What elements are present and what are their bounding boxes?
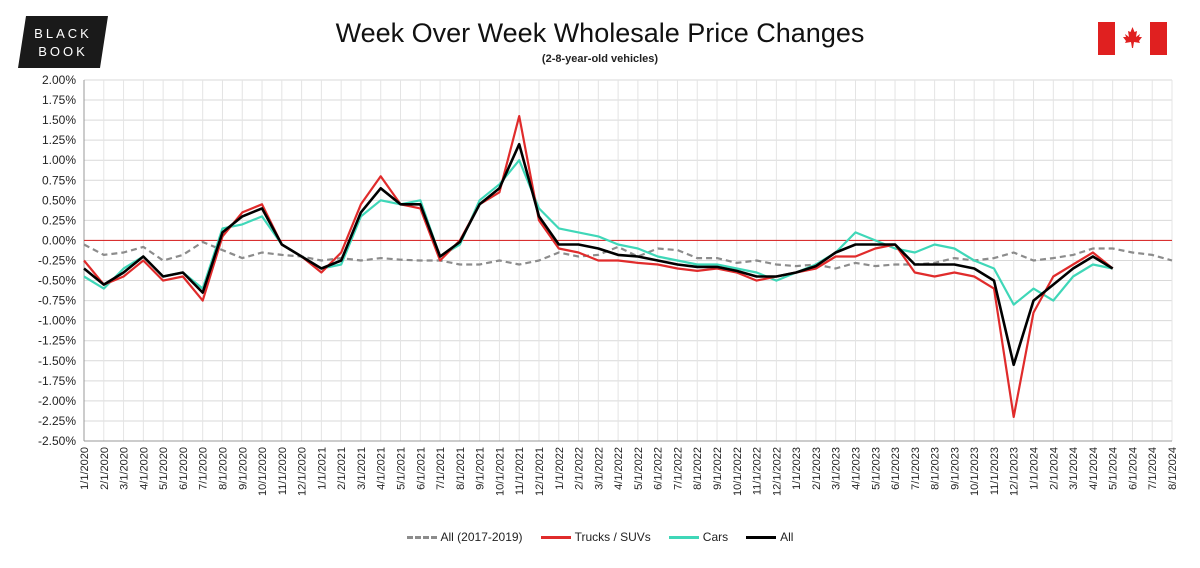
x-tick-label: 11/1/2021 bbox=[514, 447, 526, 495]
x-tick-label: 6/1/2020 bbox=[178, 447, 190, 490]
legend-item-cars: Cars bbox=[668, 530, 729, 544]
y-tick-label: 1.00% bbox=[42, 153, 76, 167]
x-tick-label: 3/1/2021 bbox=[356, 447, 368, 490]
x-tick-label: 2/1/2021 bbox=[336, 447, 348, 490]
series-line-cars bbox=[83, 159, 1113, 306]
x-tick-label: 8/1/2023 bbox=[930, 447, 942, 490]
x-tick-label: 10/1/2021 bbox=[494, 447, 506, 496]
x-tick-label: 4/1/2021 bbox=[376, 447, 388, 490]
x-tick-label: 2/1/2024 bbox=[1048, 447, 1060, 490]
y-tick-label: 2.00% bbox=[42, 73, 76, 87]
x-tick-label: 9/1/2022 bbox=[712, 447, 724, 490]
x-tick-label: 3/1/2023 bbox=[831, 447, 843, 490]
x-tick-label: 12/1/2020 bbox=[297, 447, 309, 496]
x-tick-label: 5/1/2021 bbox=[396, 447, 408, 490]
x-tick-label: 8/1/2020 bbox=[217, 447, 229, 490]
legend: All (2017-2019) Trucks / SUVs Cars All bbox=[0, 530, 1200, 544]
y-tick-label: -1.25% bbox=[38, 334, 76, 348]
x-tick-label: 6/1/2021 bbox=[415, 447, 427, 490]
x-tick-label: 2/1/2023 bbox=[811, 447, 823, 490]
logo-line2: BOOK bbox=[38, 44, 88, 59]
canada-flag-icon bbox=[1098, 22, 1167, 55]
x-tick-label: 8/1/2021 bbox=[455, 447, 467, 490]
y-tick-label: -0.75% bbox=[38, 294, 76, 308]
x-tick-label: 8/1/2022 bbox=[692, 447, 704, 490]
x-tick-label: 10/1/2020 bbox=[257, 447, 269, 496]
y-tick-label: -1.75% bbox=[38, 374, 76, 388]
x-tick-label: 6/1/2022 bbox=[653, 447, 665, 490]
x-tick-label: 3/1/2020 bbox=[119, 447, 131, 490]
x-tick-label: 12/1/2021 bbox=[534, 447, 546, 496]
chart-title: Week Over Week Wholesale Price Changes bbox=[335, 18, 865, 48]
legend-label-baseline: All (2017-2019) bbox=[440, 530, 523, 544]
x-tick-label: 1/1/2024 bbox=[1029, 447, 1041, 490]
y-tick-label: -2.50% bbox=[38, 434, 76, 448]
x-tick-label: 10/1/2022 bbox=[732, 447, 744, 496]
x-tick-label: 1/1/2023 bbox=[791, 447, 803, 490]
x-tick-label: 3/1/2022 bbox=[593, 447, 605, 490]
y-tick-label: -2.00% bbox=[38, 394, 76, 408]
x-tick-label: 5/1/2020 bbox=[158, 447, 170, 490]
x-tick-label: 6/1/2023 bbox=[890, 447, 902, 490]
logo-line1: BLACK bbox=[34, 26, 92, 41]
legend-label-trucks: Trucks / SUVs bbox=[574, 530, 651, 544]
y-tick-label: -0.25% bbox=[38, 254, 76, 268]
legend-label-cars: Cars bbox=[702, 530, 729, 544]
legend-swatch-trucks bbox=[540, 535, 571, 539]
x-tick-label: 2/1/2020 bbox=[99, 447, 111, 490]
x-tick-label: 2/1/2022 bbox=[574, 447, 586, 490]
x-tick-label: 5/1/2024 bbox=[1108, 447, 1120, 490]
x-tick-label: 4/1/2023 bbox=[850, 447, 862, 490]
legend-item-all: All bbox=[746, 530, 793, 544]
y-tick-label: -1.50% bbox=[38, 354, 76, 368]
legend-swatch-all bbox=[746, 535, 777, 539]
x-tick-label: 1/1/2020 bbox=[79, 447, 91, 490]
legend-item-trucks: Trucks / SUVs bbox=[540, 530, 651, 544]
x-tick-label: 9/1/2021 bbox=[475, 447, 487, 490]
y-tick-label: 0.25% bbox=[42, 213, 76, 227]
x-tick-label: 4/1/2022 bbox=[613, 447, 625, 490]
x-tick-label: 7/1/2023 bbox=[910, 447, 922, 490]
x-tick-label: 7/1/2024 bbox=[1147, 447, 1159, 490]
legend-label-all: All bbox=[780, 530, 794, 544]
legend-item-baseline: All (2017-2019) bbox=[406, 530, 523, 544]
series-line-trucks-suvs bbox=[83, 115, 1114, 418]
x-tick-label: 5/1/2022 bbox=[633, 447, 645, 490]
x-tick-label: 7/1/2021 bbox=[435, 447, 447, 490]
y-tick-label: 0.75% bbox=[42, 173, 76, 187]
y-tick-label: -0.50% bbox=[38, 274, 76, 288]
x-tick-label: 12/1/2023 bbox=[1009, 447, 1021, 496]
x-tick-label: 12/1/2022 bbox=[771, 447, 783, 496]
x-tick-label: 7/1/2022 bbox=[672, 447, 684, 490]
legend-swatch-baseline bbox=[406, 535, 437, 539]
y-tick-label: 1.75% bbox=[42, 93, 76, 107]
x-tick-label: 6/1/2024 bbox=[1127, 447, 1139, 490]
x-tick-label: 8/1/2024 bbox=[1167, 447, 1179, 490]
x-tick-label: 4/1/2020 bbox=[138, 447, 150, 490]
x-tick-label: 1/1/2022 bbox=[554, 447, 566, 490]
x-tick-label: 7/1/2020 bbox=[198, 447, 210, 490]
chart-subtitle: (2-8-year-old vehicles) bbox=[541, 53, 659, 65]
x-tick-label: 11/1/2020 bbox=[277, 447, 289, 495]
x-tick-label: 1/1/2021 bbox=[316, 447, 328, 490]
x-tick-label: 5/1/2023 bbox=[870, 447, 882, 490]
legend-swatch-cars bbox=[668, 535, 699, 539]
y-tick-label: -1.00% bbox=[38, 314, 76, 328]
x-tick-label: 11/1/2023 bbox=[989, 447, 1001, 495]
black-book-logo: BLACK BOOK bbox=[18, 16, 108, 68]
y-tick-label: 1.25% bbox=[42, 133, 76, 147]
x-tick-label: 9/1/2023 bbox=[949, 447, 961, 490]
series-line-all bbox=[83, 142, 1114, 367]
x-tick-label: 4/1/2024 bbox=[1088, 447, 1100, 490]
y-tick-label: 1.50% bbox=[42, 113, 76, 127]
y-tick-label: -2.25% bbox=[38, 414, 76, 428]
x-tick-label: 10/1/2023 bbox=[969, 447, 981, 496]
x-tick-label: 9/1/2020 bbox=[237, 447, 249, 490]
y-tick-label: 0.00% bbox=[42, 233, 76, 247]
y-tick-label: 0.50% bbox=[42, 193, 76, 207]
x-tick-label: 11/1/2022 bbox=[752, 447, 764, 495]
x-tick-label: 3/1/2024 bbox=[1068, 447, 1080, 490]
